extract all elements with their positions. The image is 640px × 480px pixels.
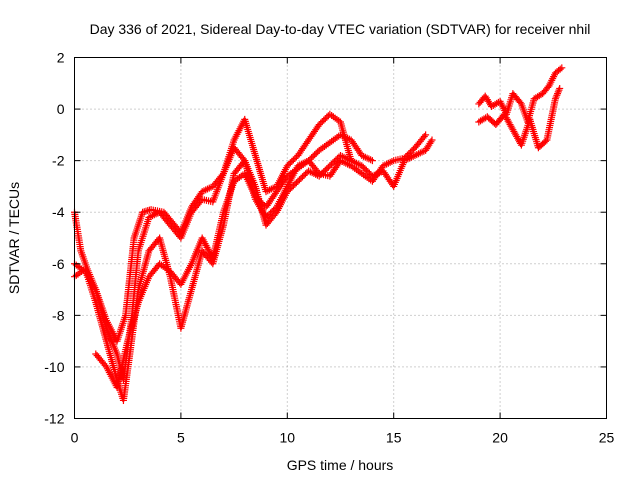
sample-marker-track-c: [297, 174, 305, 182]
sample-marker-track-a: [291, 154, 299, 162]
sample-marker-track-c: [302, 170, 310, 178]
sample-marker-track-d: [253, 194, 261, 202]
sample-marker-track-a: [288, 157, 296, 165]
sample-marker-track-b: [311, 151, 319, 159]
sample-marker-track-c: [295, 176, 303, 184]
data-point-track-d: [400, 154, 408, 162]
y-tick-label: -6: [52, 256, 65, 272]
sample-marker-track-d: [402, 153, 410, 161]
sample-marker-track-d: [254, 196, 262, 204]
sample-marker-track-d: [403, 151, 411, 159]
x-tick-label: 5: [177, 430, 185, 446]
sample-marker-track-a: [285, 160, 293, 168]
data-point-track-f: [556, 84, 564, 92]
sample-marker-track-a: [317, 119, 325, 127]
y-tick-label: -12: [44, 411, 64, 427]
y-tick-label: -10: [44, 359, 64, 375]
sample-marker-track-c: [364, 168, 372, 176]
sample-marker-track-c: [324, 163, 332, 171]
sample-marker-track-e: [556, 65, 564, 73]
y-tick-label: 0: [57, 101, 65, 117]
sample-marker-track-b: [264, 212, 272, 220]
data-point-track-c: [294, 177, 302, 185]
points-layer: [71, 64, 566, 404]
chart-title: Day 336 of 2021, Sidereal Day-to-day VTE…: [90, 21, 591, 37]
sample-marker-track-c: [292, 179, 300, 187]
sample-marker-track-b: [265, 210, 273, 218]
sample-marker-track-d: [257, 199, 265, 207]
sample-marker-track-c: [286, 185, 294, 193]
sample-marker-track-a: [289, 156, 297, 164]
sample-marker-track-a: [318, 118, 326, 126]
sample-marker-track-c: [362, 166, 370, 174]
sample-marker-track-c: [285, 186, 293, 194]
sample-marker-track-c: [330, 157, 338, 165]
sample-marker-track-b: [312, 149, 320, 157]
sample-marker-track-a: [323, 113, 331, 121]
sample-marker-track-c: [427, 138, 435, 146]
sample-marker-track-c: [361, 165, 369, 173]
data-point-track-c: [326, 162, 334, 170]
plot-frame: [74, 57, 607, 419]
x-tick-label: 10: [280, 430, 296, 446]
sample-marker-track-c: [327, 160, 335, 168]
sample-marker-track-c: [299, 173, 306, 181]
sample-marker-track-c: [359, 163, 367, 171]
y-tick-label: -2: [52, 153, 65, 169]
sample-marker-track-c: [288, 183, 296, 191]
sample-marker-track-d: [408, 147, 416, 155]
sample-marker-track-d: [256, 197, 264, 205]
sample-marker-track-f: [553, 91, 561, 99]
x-tick-label: 0: [71, 430, 79, 446]
data-point-track-e: [558, 64, 566, 72]
sample-marker-track-c: [323, 165, 331, 173]
y-tick-label: -8: [52, 307, 65, 323]
data-point-track-d: [422, 131, 430, 139]
sample-marker-track-c: [289, 182, 297, 190]
x-tick-label: 25: [599, 430, 615, 446]
sample-marker-track-c: [329, 159, 337, 167]
tick-layer: 0 5 10 15 20 25 -12 -10 -8 -6 -4 -2 0 2: [44, 50, 614, 446]
y-axis-label: SDTVAR / TECUs: [6, 182, 22, 294]
sample-marker-track-b: [308, 154, 316, 162]
x-axis-label: GPS time / hours: [287, 457, 394, 473]
y-tick-label: -4: [52, 204, 65, 220]
sample-marker-track-f: [552, 93, 560, 101]
data-point-track-c: [283, 188, 291, 196]
x-tick-label: 15: [386, 430, 402, 446]
data-point-track-a: [283, 162, 291, 170]
sample-marker-track-d: [406, 148, 414, 156]
sample-marker-track-c: [300, 171, 308, 179]
data-point-track-d: [251, 193, 259, 201]
sample-marker-track-c: [291, 180, 299, 188]
sample-marker-track-a: [286, 159, 294, 167]
sample-marker-track-d: [282, 174, 290, 182]
y-tick-label: 2: [57, 50, 65, 66]
sample-marker-track-f: [554, 88, 562, 96]
data-point-track-a: [315, 121, 323, 129]
sample-marker-track-a: [321, 115, 329, 123]
data-point-track-f: [551, 95, 559, 103]
sample-marker-track-d: [405, 150, 413, 158]
data-point-track-c: [428, 136, 436, 144]
sample-marker-track-f: [555, 86, 563, 94]
data-point-track-b: [368, 157, 376, 165]
sample-marker-track-f: [554, 90, 562, 98]
sample-marker-track-b: [309, 152, 317, 160]
x-tick-label: 20: [492, 430, 508, 446]
data-point-track-c: [358, 162, 366, 170]
sample-marker-track-a: [320, 116, 328, 124]
sample-marker-track-d: [420, 132, 428, 140]
